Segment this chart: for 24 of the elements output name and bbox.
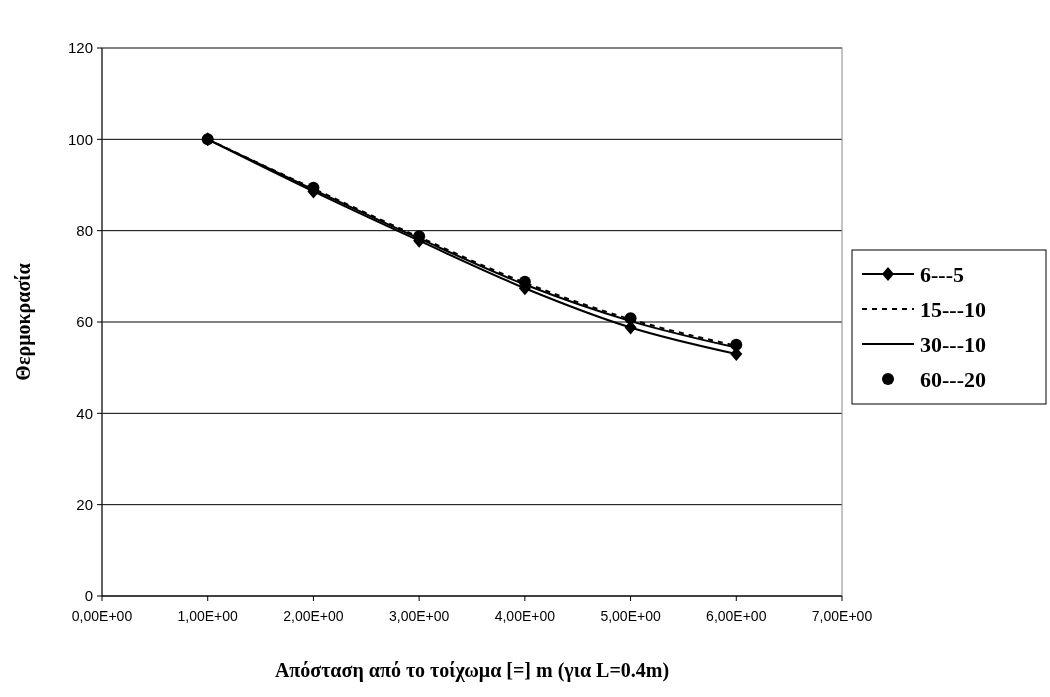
x-tick-label: 0,00E+00 [71, 608, 133, 624]
x-tick-label: 2,00E+00 [283, 608, 344, 624]
point [624, 312, 637, 325]
legend-label: 30---10 [920, 331, 986, 357]
y-axis-title: Θερμοκρασία [12, 263, 35, 381]
y-tick-label: 80 [76, 221, 93, 239]
legend-label: 60---20 [920, 366, 986, 392]
y-tick-label: 20 [76, 495, 93, 513]
legend-label: 6---5 [920, 261, 964, 287]
point [730, 338, 743, 351]
x-tick-label: 3,00E+00 [388, 608, 450, 624]
x-tick-label: 5,00E+00 [600, 608, 661, 624]
y-tick-label: 60 [76, 313, 93, 331]
point [201, 133, 214, 146]
x-tick-label: 4,00E+00 [494, 608, 556, 624]
x-tick-label: 7,00E+00 [811, 608, 873, 624]
y-tick-label: 120 [67, 39, 93, 57]
y-tick-label: 40 [76, 404, 93, 422]
x-tick-label: 6,00E+00 [706, 608, 767, 624]
y-tick-label: 0 [84, 587, 93, 605]
legend-label: 15---10 [920, 296, 986, 322]
x-tick-label: 1,00E+00 [177, 608, 239, 624]
y-tick-label: 100 [67, 130, 93, 148]
x-axis-title: Απόσταση από το τοίχωμα [=] m (για L=0.4m) [274, 659, 670, 682]
